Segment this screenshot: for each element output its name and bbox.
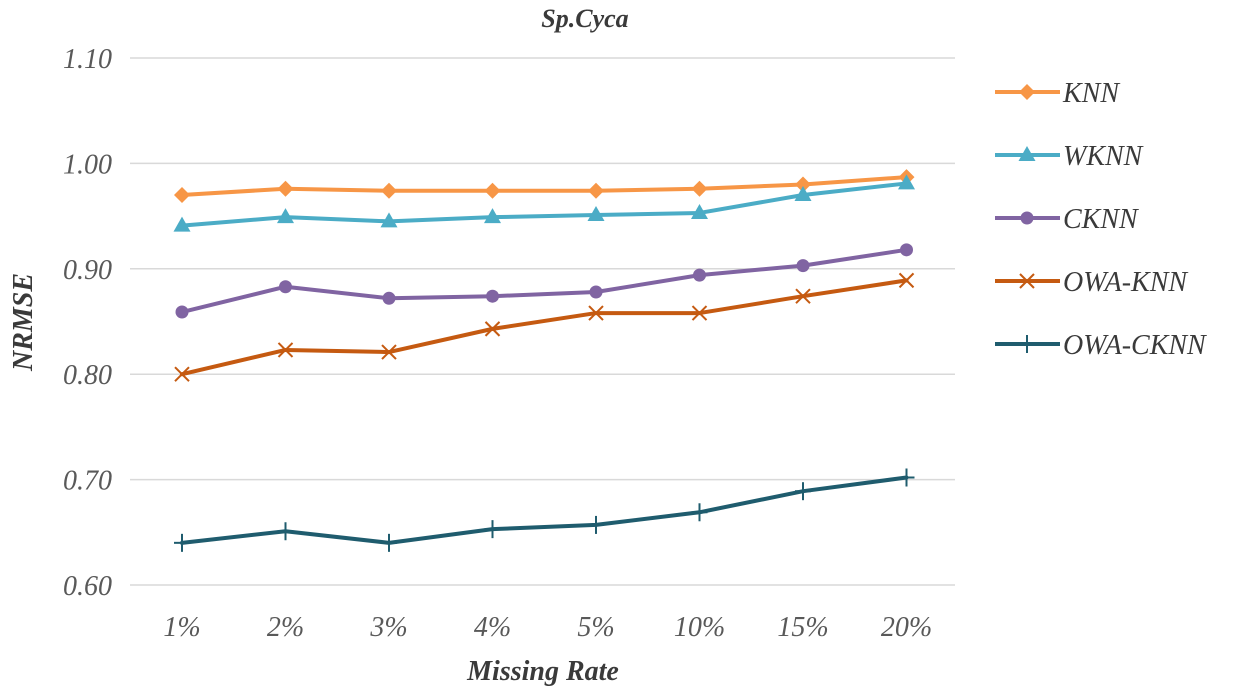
data-point-knn — [795, 176, 811, 193]
legend-marker-cknn — [1020, 211, 1034, 225]
y-tick-label: 0.90 — [63, 255, 112, 286]
x-tick-label: 5% — [577, 612, 614, 643]
data-point-cknn — [589, 285, 603, 299]
data-point-owa-knn — [898, 272, 915, 289]
data-point-owa-knn — [381, 344, 397, 360]
series-wknn — [173, 174, 915, 232]
series-group — [173, 169, 915, 552]
legend-item-owa-cknn: OWA-CKNN — [995, 330, 1207, 361]
data-point-wknn — [587, 206, 605, 222]
series-line-knn — [180, 175, 909, 198]
legend-label-wknn: WKNN — [1063, 141, 1144, 172]
data-point-knn — [588, 182, 604, 199]
data-point-cknn — [693, 268, 706, 282]
data-point-wknn — [380, 212, 398, 228]
x-tick-label: 1% — [163, 612, 200, 643]
data-point-wknn — [173, 216, 191, 232]
data-point-owa-knn — [174, 366, 190, 382]
legend-marker-knn — [1019, 84, 1035, 100]
data-point-cknn — [900, 243, 913, 257]
legend-label-owa-knn: OWA-KNN — [1063, 267, 1188, 298]
chart-title: Sp.Cyca — [541, 4, 628, 33]
x-tick-label: 10% — [674, 612, 725, 643]
data-point-knn — [174, 187, 190, 204]
series-knn — [174, 169, 915, 204]
x-tick-label: 2% — [267, 612, 304, 643]
data-point-cknn — [382, 291, 396, 305]
data-point-owa-knn — [588, 305, 604, 321]
data-point-owa-cknn — [795, 482, 811, 501]
grid — [130, 57, 955, 586]
series-line-owa-knn — [180, 278, 909, 377]
data-point-owa-cknn — [898, 468, 915, 487]
data-point-cknn — [796, 259, 810, 273]
x-tick-label: 4% — [474, 612, 511, 643]
legend-item-cknn: CKNN — [995, 204, 1139, 235]
legend-marker-wknn — [1018, 146, 1036, 161]
series-line-cknn — [180, 247, 909, 315]
x-axis-ticks: 1% 2% 3% 4% 5% 10% 15% 20% — [163, 612, 932, 643]
x-tick-label: 20% — [881, 612, 932, 643]
series-cknn — [175, 243, 913, 319]
data-point-knn — [277, 180, 294, 197]
data-point-wknn — [691, 203, 708, 219]
data-point-owa-cknn — [691, 503, 708, 522]
y-tick-label: 0.80 — [63, 360, 112, 391]
x-axis-label: Missing Rate — [466, 656, 619, 687]
data-point-owa-knn — [484, 321, 501, 337]
legend-label-owa-cknn: OWA-CKNN — [1063, 330, 1207, 361]
data-point-cknn — [175, 305, 189, 319]
legend-marker-owa-knn — [1019, 273, 1035, 289]
series-owa-cknn — [174, 468, 915, 552]
data-point-wknn — [898, 174, 915, 190]
legend-item-knn: KNN — [995, 78, 1120, 109]
y-axis-label: NRMSE — [8, 273, 39, 372]
data-point-owa-cknn — [174, 533, 190, 552]
data-point-knn — [691, 180, 708, 197]
data-point-owa-cknn — [277, 522, 294, 541]
data-point-cknn — [279, 280, 292, 294]
series-line-owa-cknn — [180, 475, 909, 545]
legend-item-owa-knn: OWA-KNN — [995, 267, 1188, 298]
data-point-owa-cknn — [588, 515, 604, 534]
y-tick-label: 1.10 — [63, 44, 112, 75]
legend-marker-owa-cknn — [1019, 335, 1035, 353]
data-point-wknn — [484, 208, 501, 224]
y-axis-ticks: 0.60 0.70 0.80 0.90 1.00 1.10 — [63, 44, 112, 602]
y-tick-label: 1.00 — [63, 149, 112, 180]
data-point-wknn — [277, 208, 294, 224]
data-point-owa-knn — [795, 288, 811, 304]
data-point-owa-cknn — [484, 520, 501, 539]
data-point-knn — [484, 182, 501, 199]
data-point-owa-cknn — [381, 533, 397, 552]
data-point-cknn — [486, 289, 499, 303]
y-tick-label: 0.70 — [63, 466, 112, 497]
legend-label-knn: KNN — [1062, 78, 1120, 109]
data-point-owa-knn — [691, 305, 708, 321]
series-owa-knn — [174, 272, 915, 382]
legend: KNN WKNN CKNN OWA-KNN OWA-CKNN — [995, 78, 1207, 361]
data-point-owa-knn — [277, 342, 294, 358]
legend-label-cknn: CKNN — [1063, 204, 1139, 235]
x-tick-label: 15% — [777, 612, 828, 643]
y-tick-label: 0.60 — [63, 571, 112, 602]
series-line-wknn — [180, 181, 909, 228]
data-point-wknn — [794, 186, 812, 202]
data-point-knn — [381, 182, 397, 199]
x-tick-label: 3% — [369, 612, 407, 643]
legend-item-wknn: WKNN — [995, 141, 1144, 172]
